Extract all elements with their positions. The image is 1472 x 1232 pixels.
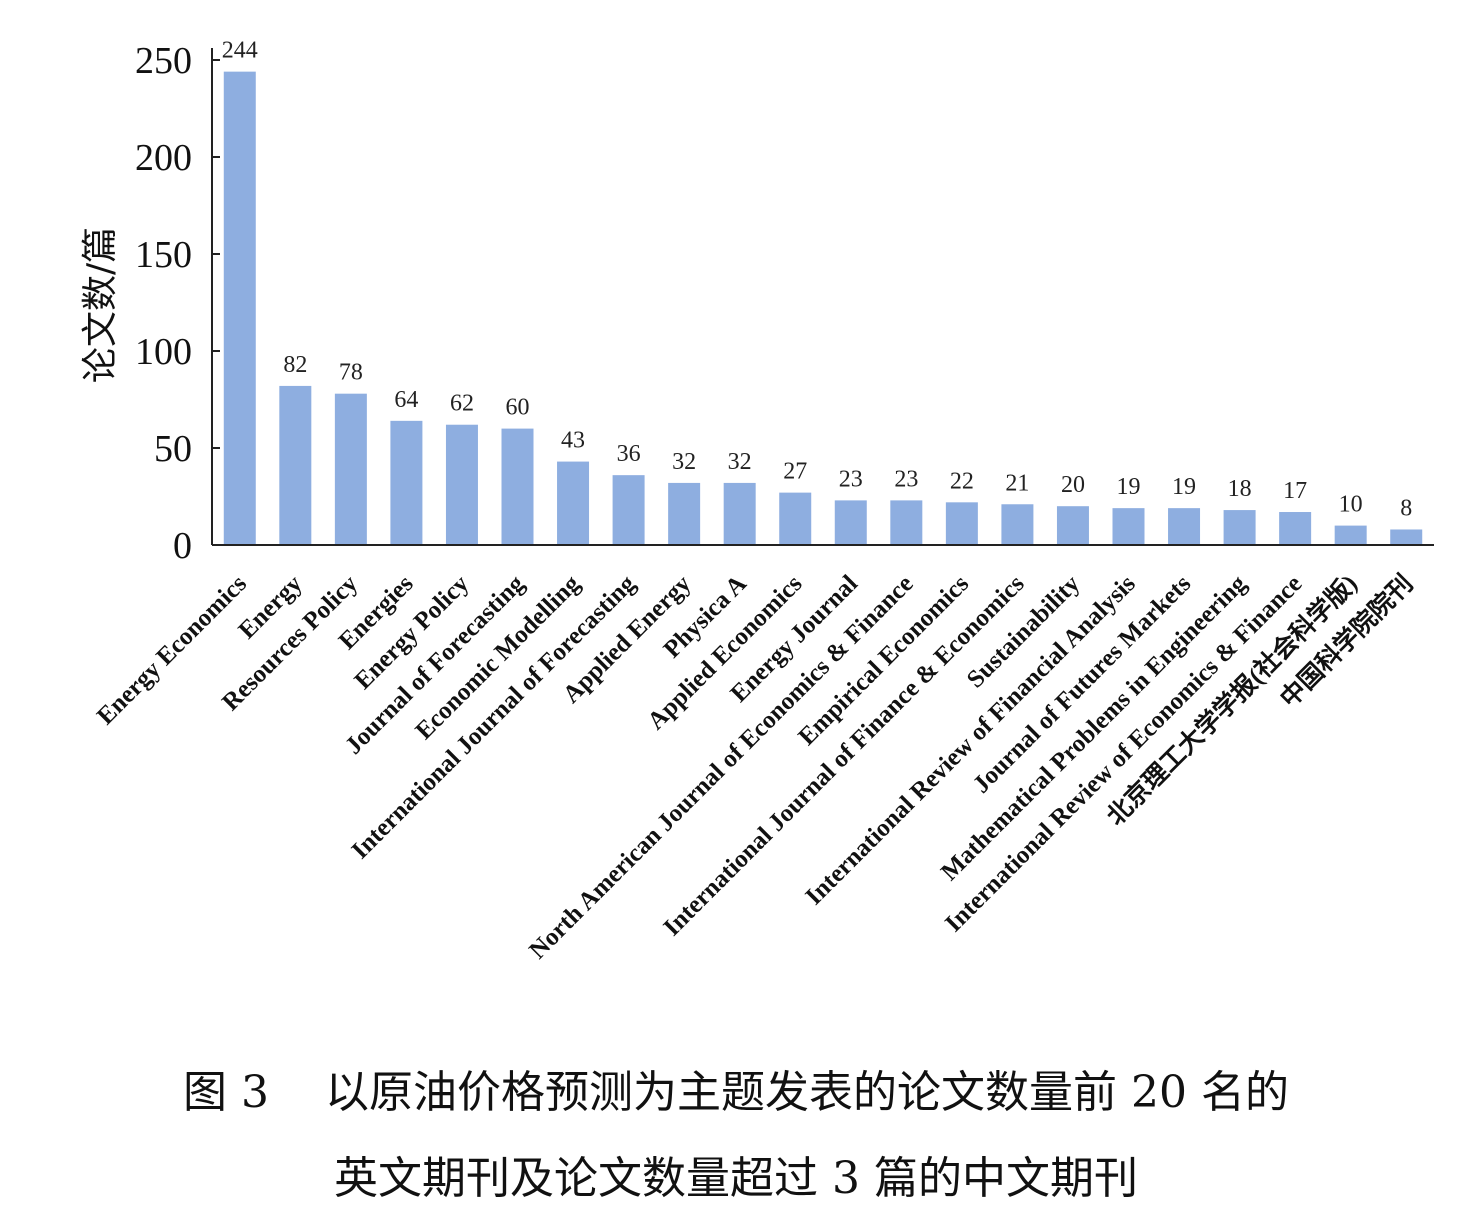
data-labels: 244 82 78 64 62 60 43 36 32 32 27 23 23 22 21 20 19 19 18 1… (222, 38, 1412, 522)
caption-text-2: 英文期刊及论文数量超过 3 篇的中文期刊 (334, 1152, 1138, 1204)
data-label: 32 (672, 449, 696, 475)
bar (1334, 525, 1367, 545)
bar (668, 482, 701, 545)
bar (1112, 508, 1145, 545)
bar (890, 500, 923, 545)
data-label: 19 (1172, 474, 1196, 500)
data-label: 82 (283, 352, 307, 378)
bar (834, 500, 867, 545)
bars (223, 71, 1423, 545)
bar (557, 461, 590, 545)
data-label: 18 (1228, 476, 1252, 502)
y-tick-label: 100 (135, 331, 192, 373)
bar (1056, 506, 1089, 545)
caption-text-1: 以原油价格预测为主题发表的论文数量前 20 名的 (325, 1067, 1289, 1118)
data-label: 20 (1061, 472, 1085, 498)
bar (1001, 504, 1034, 545)
data-label: 10 (1339, 492, 1363, 518)
y-axis-title: 论文数/篇 (80, 227, 121, 383)
y-axis: 0 50 100 150 200 250 (135, 40, 220, 567)
bar (1223, 510, 1256, 545)
bar (612, 475, 645, 545)
data-label: 43 (561, 428, 585, 454)
data-label: 23 (839, 466, 863, 492)
bar (779, 492, 812, 545)
data-label: 78 (339, 360, 363, 386)
bar (334, 393, 367, 545)
data-label: 27 (783, 459, 807, 485)
bar (945, 502, 978, 545)
bar (1168, 508, 1201, 545)
bar (390, 420, 423, 545)
y-tick-label: 0 (173, 525, 192, 567)
data-label: 22 (950, 468, 974, 494)
data-label: 36 (617, 441, 641, 467)
bar (501, 428, 534, 545)
y-tick-label: 200 (135, 137, 192, 179)
bar-chart: 0 50 100 150 200 250 244 82 78 64 62 60 43 36 32 32 27 2… (80, 38, 1434, 965)
data-label: 17 (1283, 478, 1307, 504)
data-label: 64 (394, 387, 418, 413)
data-label: 62 (450, 391, 474, 417)
bar (223, 71, 256, 545)
bar (1279, 512, 1312, 545)
data-label: 21 (1005, 470, 1029, 496)
data-label: 8 (1400, 495, 1412, 521)
caption-figure-number: 图 3 (183, 1067, 269, 1118)
data-label: 32 (728, 449, 752, 475)
figure-caption: 图 3 以原油价格预测为主题发表的论文数量前 20 名的 英文期刊及论文数量超过 … (0, 1050, 1472, 1222)
caption-line-1: 图 3 以原油价格预测为主题发表的论文数量前 20 名的 (0, 1050, 1472, 1136)
bar (279, 385, 312, 545)
data-label: 19 (1117, 474, 1141, 500)
bar (723, 482, 756, 545)
bar (1390, 529, 1423, 545)
y-tick-label: 250 (135, 40, 192, 82)
y-tick-label: 150 (135, 234, 192, 276)
y-tick-label: 50 (154, 428, 192, 470)
caption-line-2: 英文期刊及论文数量超过 3 篇的中文期刊 (0, 1136, 1472, 1222)
data-label: 23 (894, 466, 918, 492)
bar (445, 424, 478, 545)
data-label: 244 (222, 38, 258, 64)
data-label: 60 (506, 395, 530, 421)
